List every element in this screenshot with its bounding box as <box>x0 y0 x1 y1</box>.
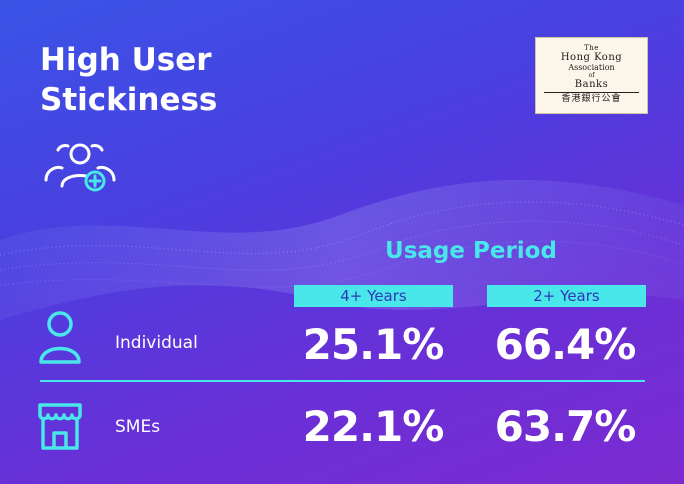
row-label-smes: SMEs <box>115 417 161 437</box>
individual-2-years-value: 66.4% <box>494 320 637 369</box>
column-header-4-years: 4+ Years <box>294 285 453 307</box>
smes-2-years-value: 63.7% <box>494 402 637 451</box>
row-divider <box>40 380 645 382</box>
individual-4-years-value: 25.1% <box>302 320 445 369</box>
logo-line-1: The <box>584 44 599 52</box>
logo-rule <box>544 92 639 93</box>
storefront-icon <box>38 403 82 450</box>
person-icon <box>39 311 81 364</box>
logo-line-3: Association <box>568 63 615 72</box>
column-header-2-years: 2+ Years <box>487 285 646 307</box>
logo-line-4: of <box>588 72 595 79</box>
smes-4-years-value: 22.1% <box>302 402 445 451</box>
logo-line-6: 香港銀行公會 <box>561 94 622 104</box>
logo-line-5: Banks <box>574 79 609 90</box>
logo-line-2: Hong Kong <box>560 52 623 63</box>
title-line-1: High User <box>40 42 212 78</box>
page-title: High User Stickiness <box>40 40 300 120</box>
row-label-individual: Individual <box>115 333 198 353</box>
usage-period-heading: Usage Period <box>385 238 557 264</box>
hkab-logo: The Hong Kong Association of Banks 香港銀行公… <box>535 37 648 114</box>
users-add-icon <box>44 143 116 192</box>
title-line-2: Stickiness <box>40 82 218 118</box>
